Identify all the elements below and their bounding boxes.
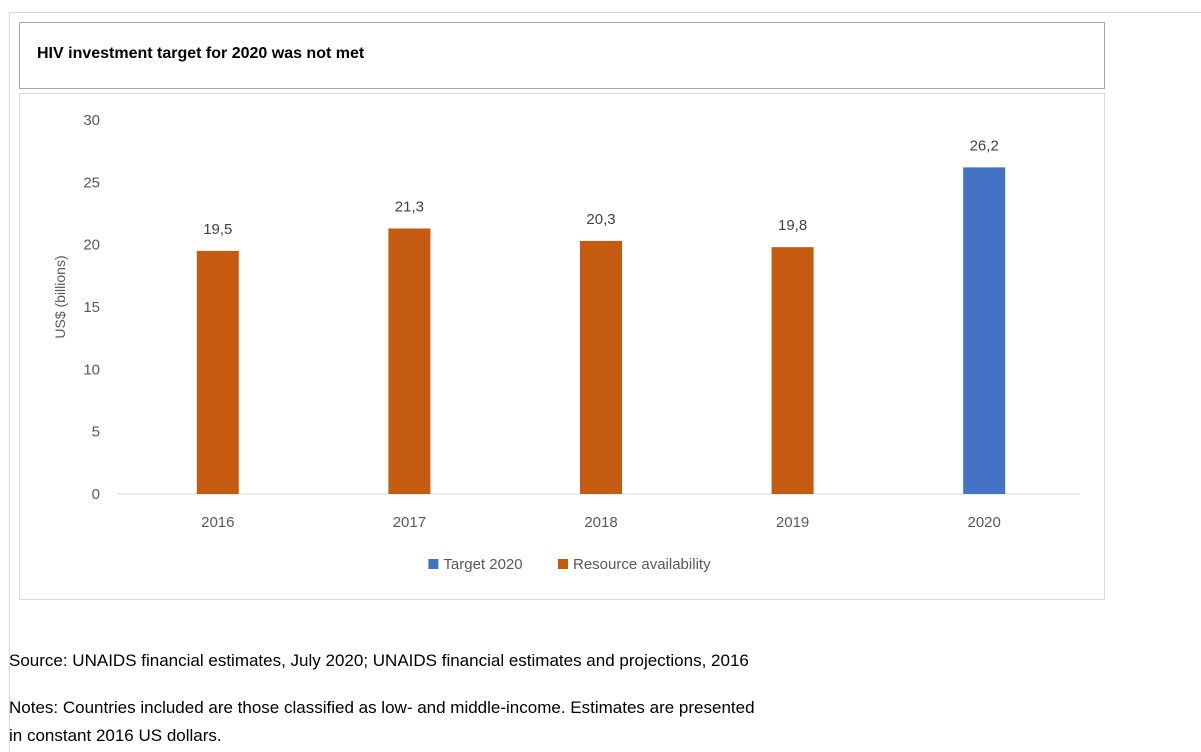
data-label: 19,5 <box>203 221 232 238</box>
y-tick-label: 10 <box>83 361 100 378</box>
legend-label: Target 2020 <box>443 556 522 573</box>
legend-swatch <box>558 559 568 569</box>
legend-swatch <box>428 559 439 569</box>
legend-label: Resource availability <box>573 556 711 573</box>
chart-area: 0 5 10 15 20 25 30 US$ (billions) 26,2 19,5 21,3 20… <box>19 93 1105 600</box>
y-tick-label: 25 <box>83 174 100 191</box>
x-tick-label: 2017 <box>393 514 426 531</box>
y-axis-title: US$ (billions) <box>52 255 68 338</box>
data-label: 26,2 <box>970 137 999 154</box>
y-tick-label: 5 <box>92 424 100 441</box>
bar <box>580 240 622 494</box>
x-tick-label: 2018 <box>584 514 617 531</box>
notes-line-2: in constant 2016 US dollars. <box>9 726 222 745</box>
bar <box>388 228 431 494</box>
bar <box>771 247 814 494</box>
source-note: Source: UNAIDS financial estimates, July… <box>9 651 749 670</box>
data-label: 20,3 <box>586 211 615 228</box>
chart-title: HIV investment target for 2020 was not m… <box>37 45 365 62</box>
data-label: 19,8 <box>778 217 807 234</box>
y-tick-label: 30 <box>83 112 100 129</box>
y-tick-label: 0 <box>92 486 100 503</box>
x-tick-label: 2016 <box>201 514 234 531</box>
notes-line-1: Notes: Countries included are those clas… <box>9 698 755 717</box>
figure-frame <box>9 12 1201 752</box>
bar <box>963 167 1006 494</box>
x-tick-label: 2019 <box>776 514 809 531</box>
y-tick-label: 20 <box>83 237 100 254</box>
bar-chart: 0 5 10 15 20 25 30 US$ (billions) 26,2 19,5 21,3 20… <box>52 112 1080 573</box>
y-tick-label: 15 <box>83 299 100 316</box>
bar <box>196 250 239 494</box>
chart-title-box: HIV investment target for 2020 was not m… <box>19 22 1105 89</box>
x-tick-label: 2020 <box>968 514 1001 531</box>
data-label: 21,3 <box>395 198 424 215</box>
